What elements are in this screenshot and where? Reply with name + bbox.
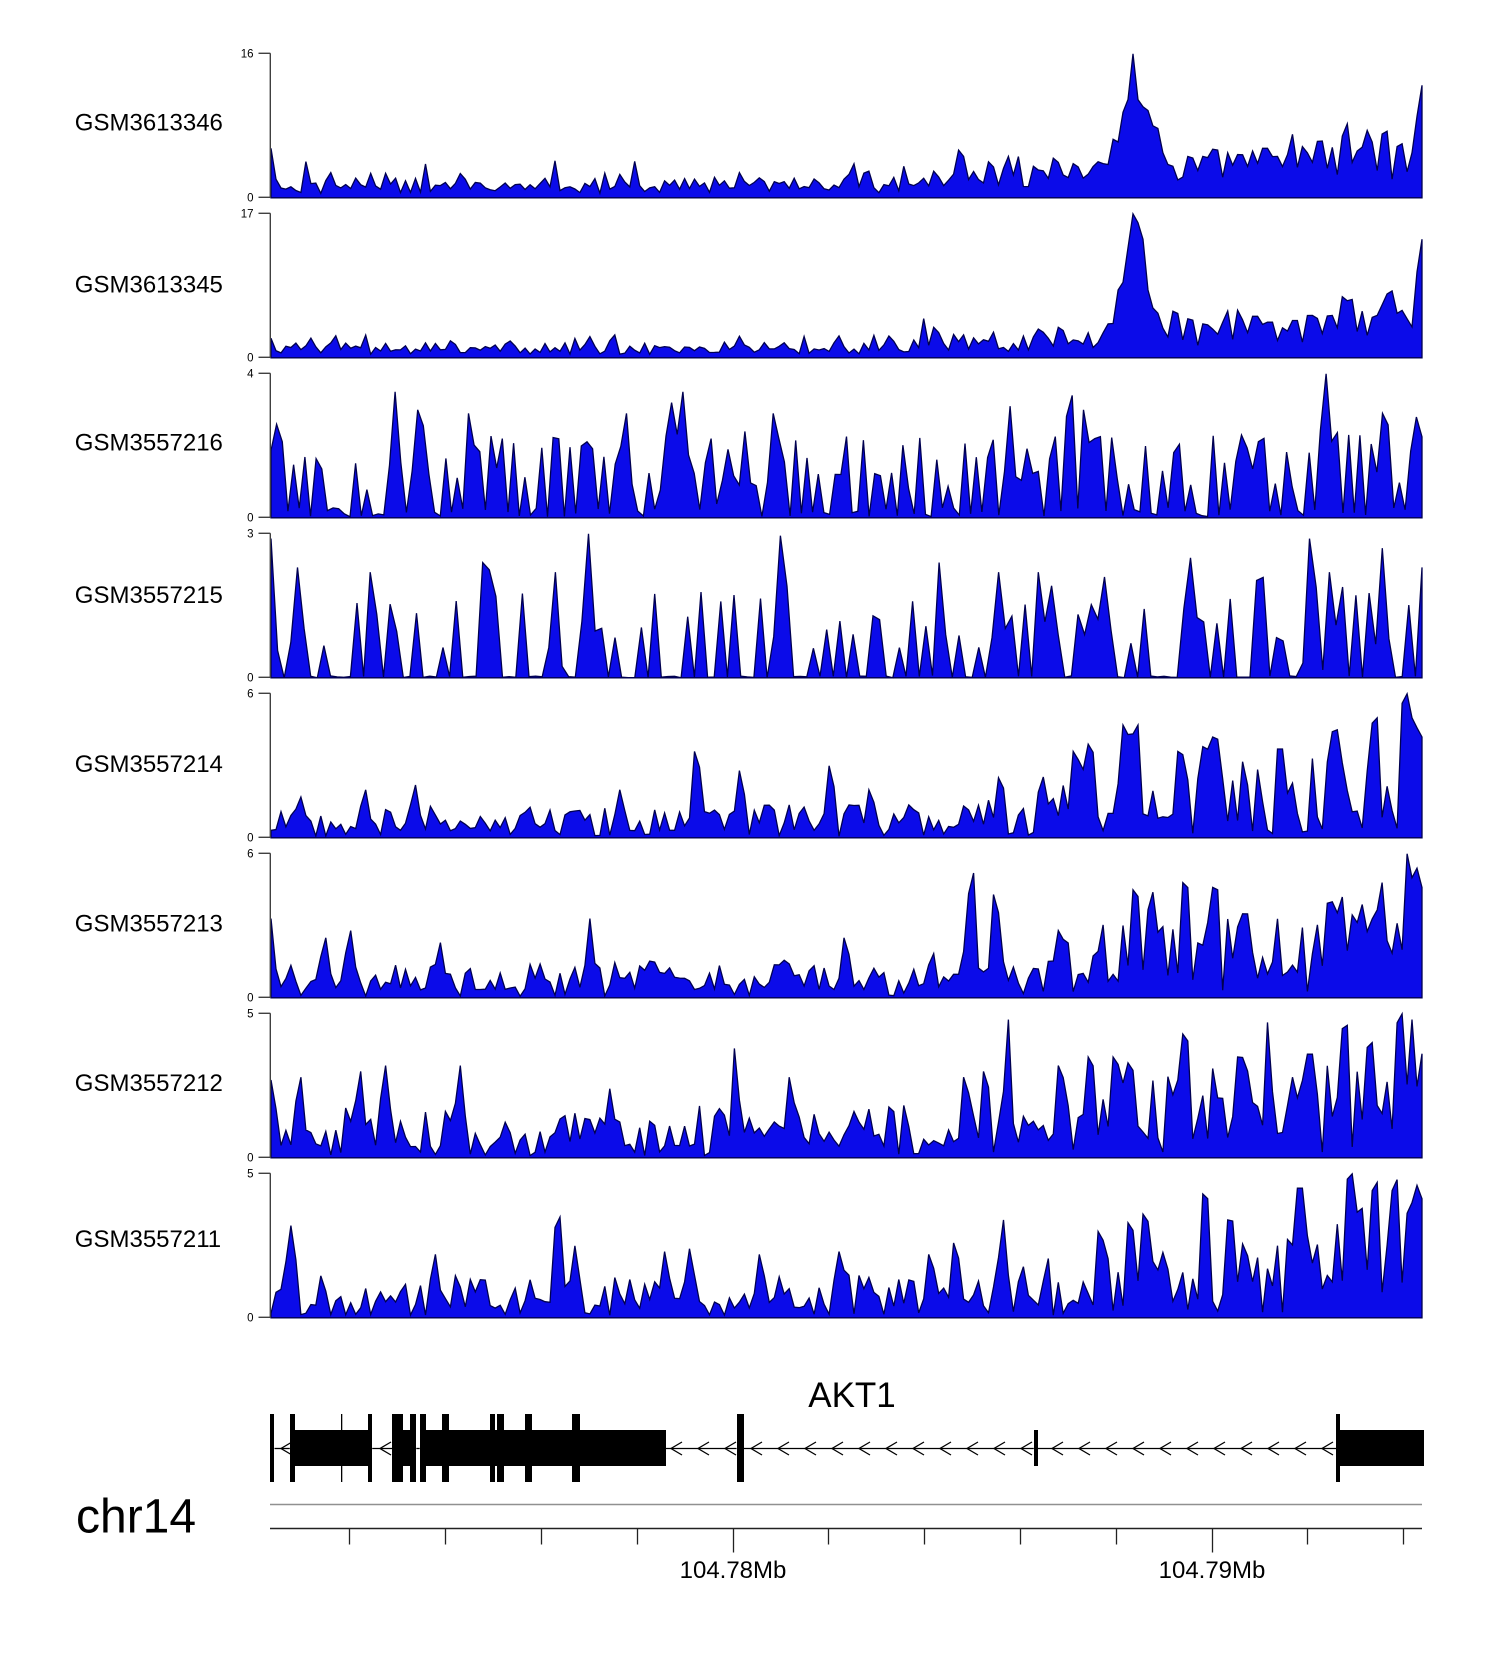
svg-text:GSM3613345: GSM3613345 — [75, 271, 223, 298]
svg-text:GSM3557211: GSM3557211 — [75, 1226, 221, 1253]
svg-text:0: 0 — [247, 1312, 253, 1324]
svg-text:5: 5 — [247, 1008, 253, 1020]
svg-text:0: 0 — [247, 352, 253, 364]
svg-text:6: 6 — [247, 688, 253, 700]
svg-text:GSM3557215: GSM3557215 — [75, 582, 223, 609]
svg-text:0: 0 — [247, 192, 253, 204]
svg-text:104.79Mb: 104.79Mb — [1159, 1557, 1266, 1584]
svg-text:GSM3557214: GSM3557214 — [75, 751, 223, 778]
svg-text:3: 3 — [247, 528, 253, 540]
svg-text:0: 0 — [247, 672, 253, 684]
svg-text:16: 16 — [241, 48, 254, 60]
svg-text:AKT1: AKT1 — [808, 1376, 896, 1415]
svg-text:GSM3557212: GSM3557212 — [75, 1070, 223, 1097]
svg-text:GSM3613346: GSM3613346 — [75, 109, 223, 136]
svg-text:5: 5 — [247, 1168, 253, 1180]
svg-text:GSM3557213: GSM3557213 — [75, 911, 223, 938]
svg-text:0: 0 — [247, 512, 253, 524]
svg-text:4: 4 — [247, 368, 254, 380]
svg-text:0: 0 — [247, 832, 253, 844]
svg-text:0: 0 — [247, 992, 253, 1004]
svg-text:104.78Mb: 104.78Mb — [680, 1557, 787, 1584]
svg-text:17: 17 — [241, 208, 254, 220]
svg-text:chr14: chr14 — [76, 1491, 196, 1544]
svg-text:6: 6 — [247, 848, 253, 860]
svg-text:GSM3557216: GSM3557216 — [75, 429, 223, 456]
svg-text:0: 0 — [247, 1152, 253, 1164]
